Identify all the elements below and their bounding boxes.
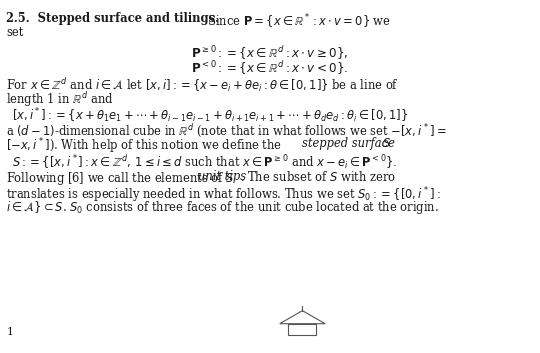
Text: $\mathbf{P}^{\geq 0} := \{x \in \mathbb{R}^d : x \cdot v \geq 0\},$: $\mathbf{P}^{\geq 0} := \{x \in \mathbb{… bbox=[191, 44, 349, 62]
Text: stepped surface: stepped surface bbox=[302, 137, 395, 150]
Text: $[x, i^*] := \{x + \theta_1 e_1 + \cdots + \theta_{i-1} e_{i-1} + \theta_{i+1} e: $[x, i^*] := \{x + \theta_1 e_1 + \cdots… bbox=[12, 106, 408, 125]
Text: Since $\mathbf{P} = \{x \in \mathbb{R}^* : x \cdot v = 0\}$ we: Since $\mathbf{P} = \{x \in \mathbb{R}^*… bbox=[200, 12, 391, 31]
Text: $[-x, i^*]$). With help of this notion we define the: $[-x, i^*]$). With help of this notion w… bbox=[6, 137, 283, 156]
Text: translates is especially needed in what follows. Thus we set $S_0 := \{[0, i^*] : translates is especially needed in what … bbox=[6, 185, 441, 205]
Text: . The subset of $S$ with zero: . The subset of $S$ with zero bbox=[240, 170, 396, 184]
Text: 1: 1 bbox=[6, 327, 14, 336]
Text: length 1 in $\mathbb{R}^d$ and: length 1 in $\mathbb{R}^d$ and bbox=[6, 90, 114, 109]
Text: $\mathbf{P}^{<0} := \{x \in \mathbb{R}^d : x \cdot v < 0\}.$: $\mathbf{P}^{<0} := \{x \in \mathbb{R}^d… bbox=[191, 59, 349, 77]
Text: set: set bbox=[6, 26, 24, 40]
Text: $S := \{[x, i^*] : x \in \mathbb{Z}^d,\, 1 \leq i \leq d$ such that $x \in \math: $S := \{[x, i^*] : x \in \mathbb{Z}^d,\,… bbox=[12, 153, 397, 171]
Text: $i \in \mathcal{A}\} \subset S$. $S_0$ consists of three faces of the unit cube : $i \in \mathcal{A}\} \subset S$. $S_0$ c… bbox=[6, 199, 440, 216]
Text: 2.5.  Stepped surface and tilings.: 2.5. Stepped surface and tilings. bbox=[6, 12, 219, 25]
Text: Following [6] we call the elements of $S$: Following [6] we call the elements of $S… bbox=[6, 170, 235, 187]
Text: For $x \in \mathbb{Z}^d$ and $i \in \mathcal{A}$ let $[x, i] := \{x - e_i + \the: For $x \in \mathbb{Z}^d$ and $i \in \mat… bbox=[6, 76, 400, 94]
Text: a $(d-1)$-dimensional cube in $\mathbb{R}^d$ (note that in what follows we set $: a $(d-1)$-dimensional cube in $\mathbb{R… bbox=[6, 122, 447, 139]
Text: $S$: $S$ bbox=[382, 137, 392, 150]
Text: unit tips: unit tips bbox=[198, 170, 246, 183]
